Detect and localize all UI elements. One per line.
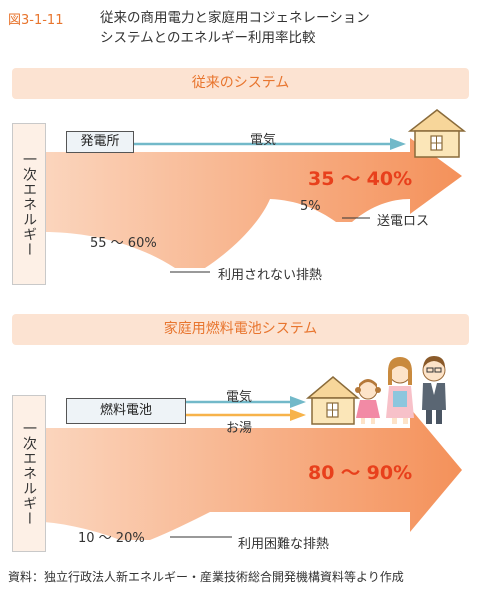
conventional-primary-energy-label: 一次エネルギー	[21, 151, 37, 257]
fuelcell-house-icon	[305, 376, 361, 425]
figure-number: 図3-1-11	[8, 13, 64, 28]
fuelcell-electric-arrow-head	[290, 396, 306, 408]
hot-water-label: お湯	[226, 421, 253, 436]
power-plant-box: 発電所	[66, 131, 134, 153]
loss-percent: 5%	[300, 199, 321, 214]
figure-title-line1: 従来の商用電力と家庭用コジェネレーション	[100, 10, 370, 26]
conventional-electric-arrow-head	[390, 138, 406, 150]
fuelcell-section-header: 家庭用燃料電池システム	[12, 314, 469, 345]
fuelcell-waste-label: 利用困難な排熱	[238, 537, 330, 552]
conventional-electricity-label: 電気	[250, 133, 277, 148]
conventional-section-header: 従来のシステム	[12, 68, 469, 99]
child-icon	[355, 379, 381, 424]
conventional-primary-energy-box: 一次エネルギー	[12, 123, 46, 285]
fuel-cell-box: 燃料電池	[66, 398, 186, 424]
fuelcell-primary-energy-label: 一次エネルギー	[21, 421, 37, 526]
conventional-waste-label: 利用されない排熱	[218, 268, 323, 283]
conventional-used-percent: 35 ～ 40%	[308, 168, 413, 190]
fuelcell-used-percent: 80 ～ 90%	[308, 462, 413, 484]
figure-title: 従来の商用電力と家庭用コジェネレーション システムとのエネルギー利用率比較	[100, 8, 370, 48]
fuelcell-primary-energy-box: 一次エネルギー	[12, 395, 46, 552]
hotwater-arrow-head	[290, 409, 306, 421]
fuelcell-flow-shape	[44, 408, 462, 540]
conventional-house-icon	[407, 109, 467, 158]
source-note: 資料：独立行政法人新エネルギー・産業技術総合開発機構資料等より作成	[8, 570, 404, 584]
loss-label: 送電ロス	[377, 214, 430, 229]
father-icon	[422, 356, 446, 424]
conventional-flow-shape	[44, 138, 462, 268]
fuelcell-waste-percent: 10 ～ 20%	[78, 531, 145, 546]
conventional-waste-percent: 55 ～ 60%	[90, 236, 157, 251]
fuelcell-electricity-label: 電気	[226, 390, 253, 405]
mother-icon	[386, 357, 414, 424]
figure-title-line2: システムとのエネルギー利用率比較	[100, 30, 316, 46]
